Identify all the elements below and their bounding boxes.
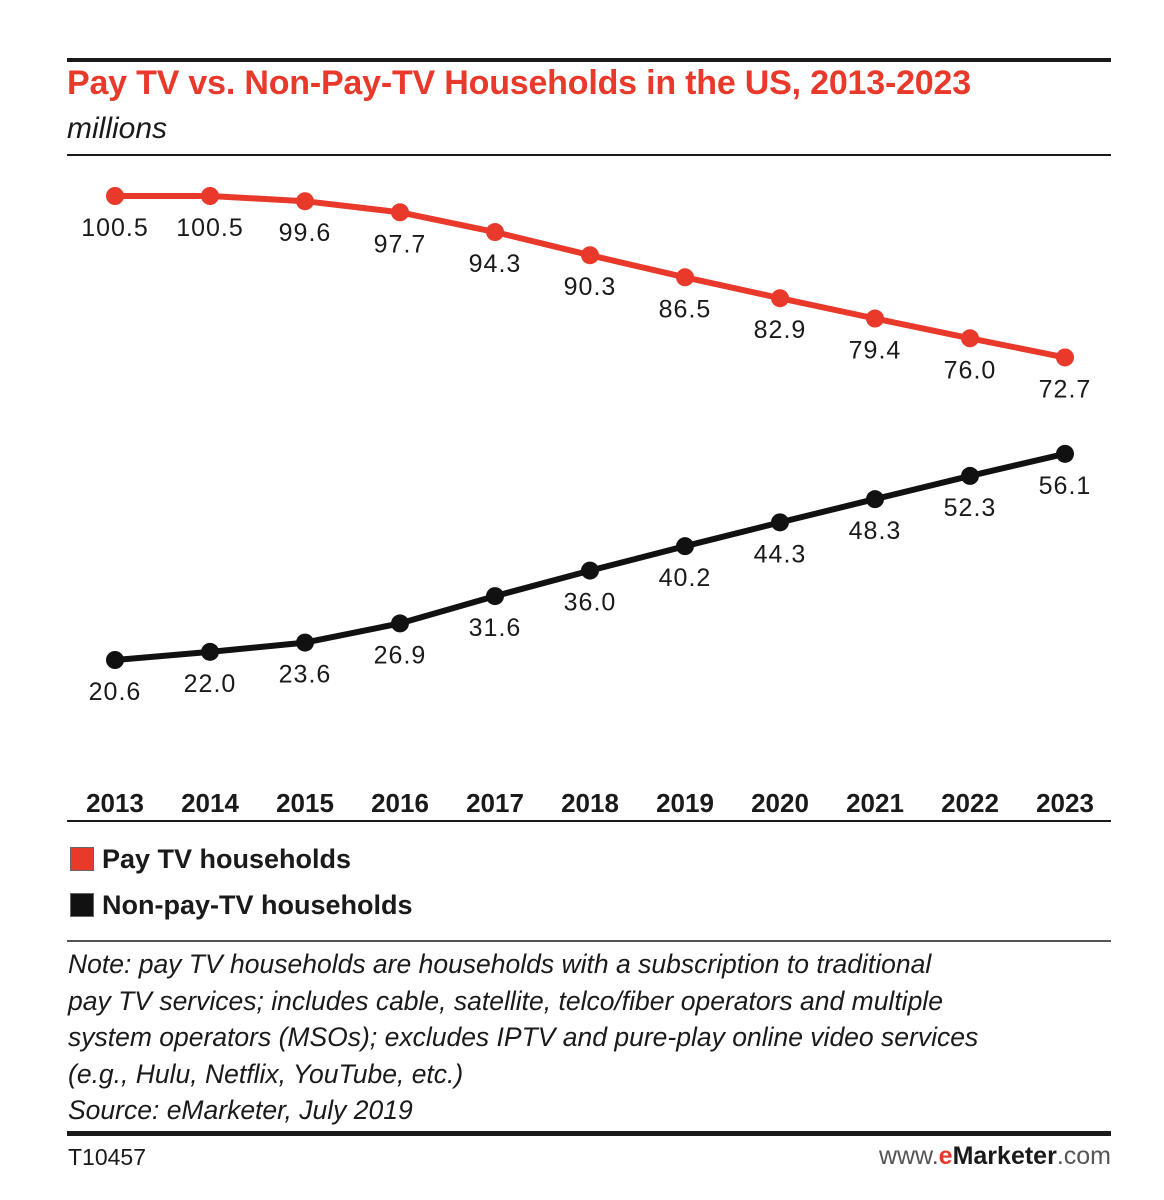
data-point-pay-tv [771,289,789,308]
site-name: Marketer [952,1142,1057,1170]
x-tick-label: 2018 [561,788,619,818]
chart-id: T10457 [68,1144,147,1170]
data-point-pay-tv [866,309,884,328]
data-point-pay-tv [581,246,599,265]
data-point-pay-tv [961,329,979,348]
data-label-pay-tv: 86.5 [659,295,712,323]
legend-item-pay-tv: Pay TV households [70,844,351,874]
site-suffix: .com [1056,1142,1111,1170]
data-point-non-pay-tv [391,614,409,633]
site-link[interactable]: www.eMarketer.com [879,1142,1111,1171]
note-line: Note: pay TV households are households w… [68,949,932,979]
series-line-non-pay-tv [112,450,1068,663]
x-tick-label: 2020 [751,788,809,818]
data-label-non-pay-tv: 36.0 [564,589,617,617]
x-tick-label: 2017 [466,788,524,818]
data-point-non-pay-tv [106,651,124,669]
data-point-pay-tv [391,203,409,222]
legend-label-pay-tv: Pay TV households [102,843,352,874]
note-line: system operators (MSOs); excludes IPTV a… [68,1022,979,1052]
data-label-pay-tv: 90.3 [564,273,617,301]
x-tick-label: 2023 [1036,788,1094,818]
data-label-non-pay-tv: 20.6 [89,678,142,706]
data-label-pay-tv: 82.9 [754,316,807,344]
data-point-pay-tv [1056,348,1074,367]
data-label-pay-tv: 100.5 [81,214,149,242]
legend-swatch-pay-tv [70,847,94,871]
data-point-pay-tv [486,223,504,242]
legend-swatch-non-pay-tv [70,893,94,917]
data-point-non-pay-tv [486,587,504,606]
x-tick-label: 2019 [656,788,714,818]
data-label-non-pay-tv: 48.3 [849,517,902,545]
axis-rule [67,820,1111,822]
data-point-pay-tv [201,187,219,205]
legend-item-non-pay-tv: Non-pay-TV households [70,890,413,920]
data-point-non-pay-tv [296,633,314,652]
data-label-pay-tv: 72.7 [1039,375,1092,403]
top-rule [67,58,1111,62]
x-tick-label: 2021 [846,788,904,818]
data-label-pay-tv: 100.5 [176,214,244,242]
data-point-pay-tv [296,192,314,211]
chart-note: Note: pay TV households are households w… [68,946,1118,1129]
data-label-non-pay-tv: 44.3 [754,540,807,568]
note-line: (e.g., Hulu, Netflix, YouTube, etc.) [68,1058,464,1089]
site-prefix: www. [878,1142,939,1170]
x-tick-label: 2013 [86,788,144,818]
data-point-non-pay-tv [676,537,694,556]
chart-title: Pay TV vs. Non-Pay-TV Households in the … [67,64,971,102]
data-point-non-pay-tv [581,561,599,580]
data-label-pay-tv: 94.3 [469,250,522,278]
site-e: e [938,1142,953,1170]
x-tick-label: 2014 [181,788,239,818]
data-label-pay-tv: 79.4 [849,337,902,365]
x-tick-label: 2016 [371,788,429,818]
data-label-pay-tv: 99.6 [279,219,332,247]
x-tick-label: 2015 [276,788,334,818]
data-point-pay-tv [676,268,694,287]
source-line: Source: eMarketer, July 2019 [68,1095,413,1125]
data-label-non-pay-tv: 22.0 [184,670,237,698]
data-point-pay-tv [106,187,124,205]
data-label-pay-tv: 97.7 [374,230,427,258]
data-label-non-pay-tv: 40.2 [659,564,712,592]
data-point-non-pay-tv [201,642,219,661]
data-point-non-pay-tv [771,513,789,532]
title-rule [67,154,1111,156]
note-line: pay TV services; includes cable, satelli… [68,985,943,1016]
data-label-pay-tv: 76.0 [944,356,997,384]
data-label-non-pay-tv: 56.1 [1039,472,1092,500]
data-label-non-pay-tv: 23.6 [279,661,332,689]
note-rule [67,940,1111,942]
data-point-non-pay-tv [1056,444,1074,463]
data-point-non-pay-tv [961,466,979,485]
legend-label-non-pay-tv: Non-pay-TV households [102,889,413,920]
data-label-non-pay-tv: 26.9 [374,641,427,669]
chart-subtitle: millions [67,112,168,145]
data-label-non-pay-tv: 31.6 [469,614,522,642]
footer-rule [67,1131,1111,1136]
data-point-non-pay-tv [866,490,884,509]
data-label-non-pay-tv: 52.3 [944,494,997,522]
x-tick-label: 2022 [941,788,999,818]
